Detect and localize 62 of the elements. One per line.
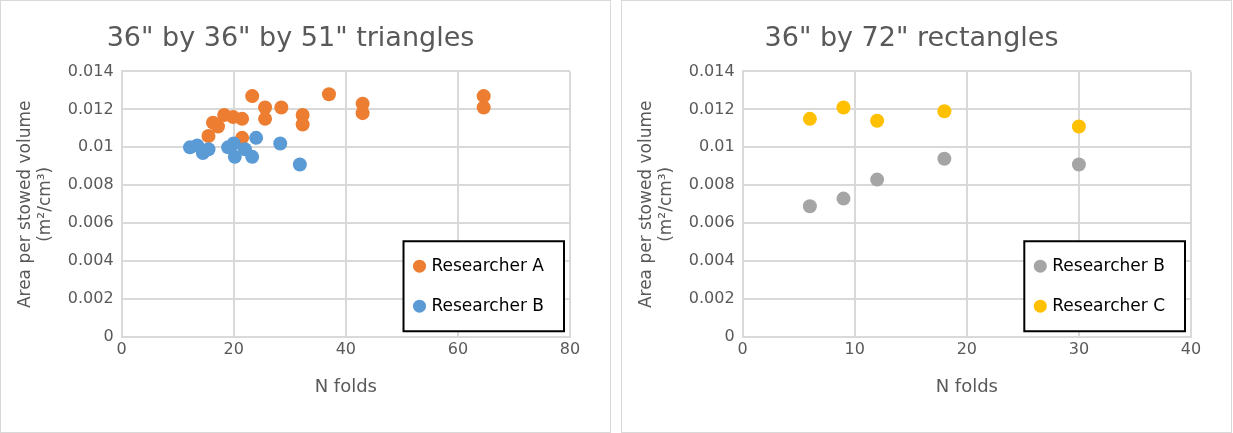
point [937, 104, 952, 119]
x-tick-label: 80 [559, 338, 581, 358]
chart-title: 36" by 72" rectangles [764, 21, 1059, 53]
chart-title: 36" by 36" by 51" triangles [106, 21, 475, 53]
y-tick-label: 0.012 [67, 98, 114, 118]
point [476, 100, 491, 115]
x-tick-label: 0 [116, 338, 127, 358]
point [217, 108, 232, 123]
y-tick-label: 0.014 [67, 60, 114, 80]
point [937, 151, 952, 166]
x-tick-label: 40 [1180, 338, 1202, 358]
y-tick-label: 0.008 [688, 174, 735, 194]
y-tick-label: 0.006 [67, 212, 114, 232]
point [870, 172, 885, 187]
y-tick-label: 0.014 [688, 60, 735, 80]
point [836, 100, 851, 115]
point [249, 130, 264, 145]
x-axis-title: N folds [935, 374, 998, 396]
point [245, 89, 260, 104]
point [292, 157, 307, 172]
point [802, 111, 817, 126]
y-tick-label: 0.01 [698, 136, 735, 156]
x-tick-label: 40 [335, 338, 356, 358]
y-tick-label: 0.004 [67, 250, 114, 270]
point [355, 106, 370, 121]
x-tick-label: 20 [223, 338, 244, 358]
point [245, 149, 260, 164]
y-tick-label: 0.012 [688, 98, 735, 118]
x-tick-label: 30 [1068, 338, 1090, 358]
point [1071, 157, 1086, 172]
point [476, 89, 491, 104]
y-axis-title: Area per stowed volume (m²/cm³) [13, 100, 55, 309]
point [295, 117, 310, 132]
point [1071, 119, 1086, 134]
legend-label: Researcher C [1052, 294, 1165, 315]
x-tick-label: 20 [956, 338, 977, 358]
point [802, 199, 817, 214]
point [201, 128, 216, 143]
point [321, 87, 336, 102]
legend-label: Researcher B [431, 294, 545, 315]
y-axis-title: Area per stowed volume (m²/cm³) [634, 100, 676, 309]
legend-label: Researcher B [1052, 254, 1165, 275]
point [211, 119, 226, 134]
y-tick-label: 0.002 [688, 288, 735, 308]
legend-label: Researcher A [431, 254, 545, 275]
point [227, 149, 242, 164]
point [258, 100, 273, 115]
y-tick-label: 0.01 [77, 136, 114, 156]
y-tick-label: 0.008 [67, 174, 114, 194]
point [258, 111, 273, 126]
x-tick-label: 60 [447, 338, 469, 358]
x-tick-label: 10 [844, 338, 865, 358]
y-tick-label: 0.006 [688, 212, 735, 232]
y-tick-label: 0.004 [688, 250, 735, 270]
x-axis-title: N folds [314, 374, 377, 396]
point [226, 136, 241, 151]
point [870, 113, 885, 128]
x-tick-label: 0 [737, 338, 748, 358]
point [273, 136, 288, 151]
y-tick-label: 0.002 [67, 288, 114, 308]
point [836, 191, 851, 206]
point [274, 100, 289, 115]
